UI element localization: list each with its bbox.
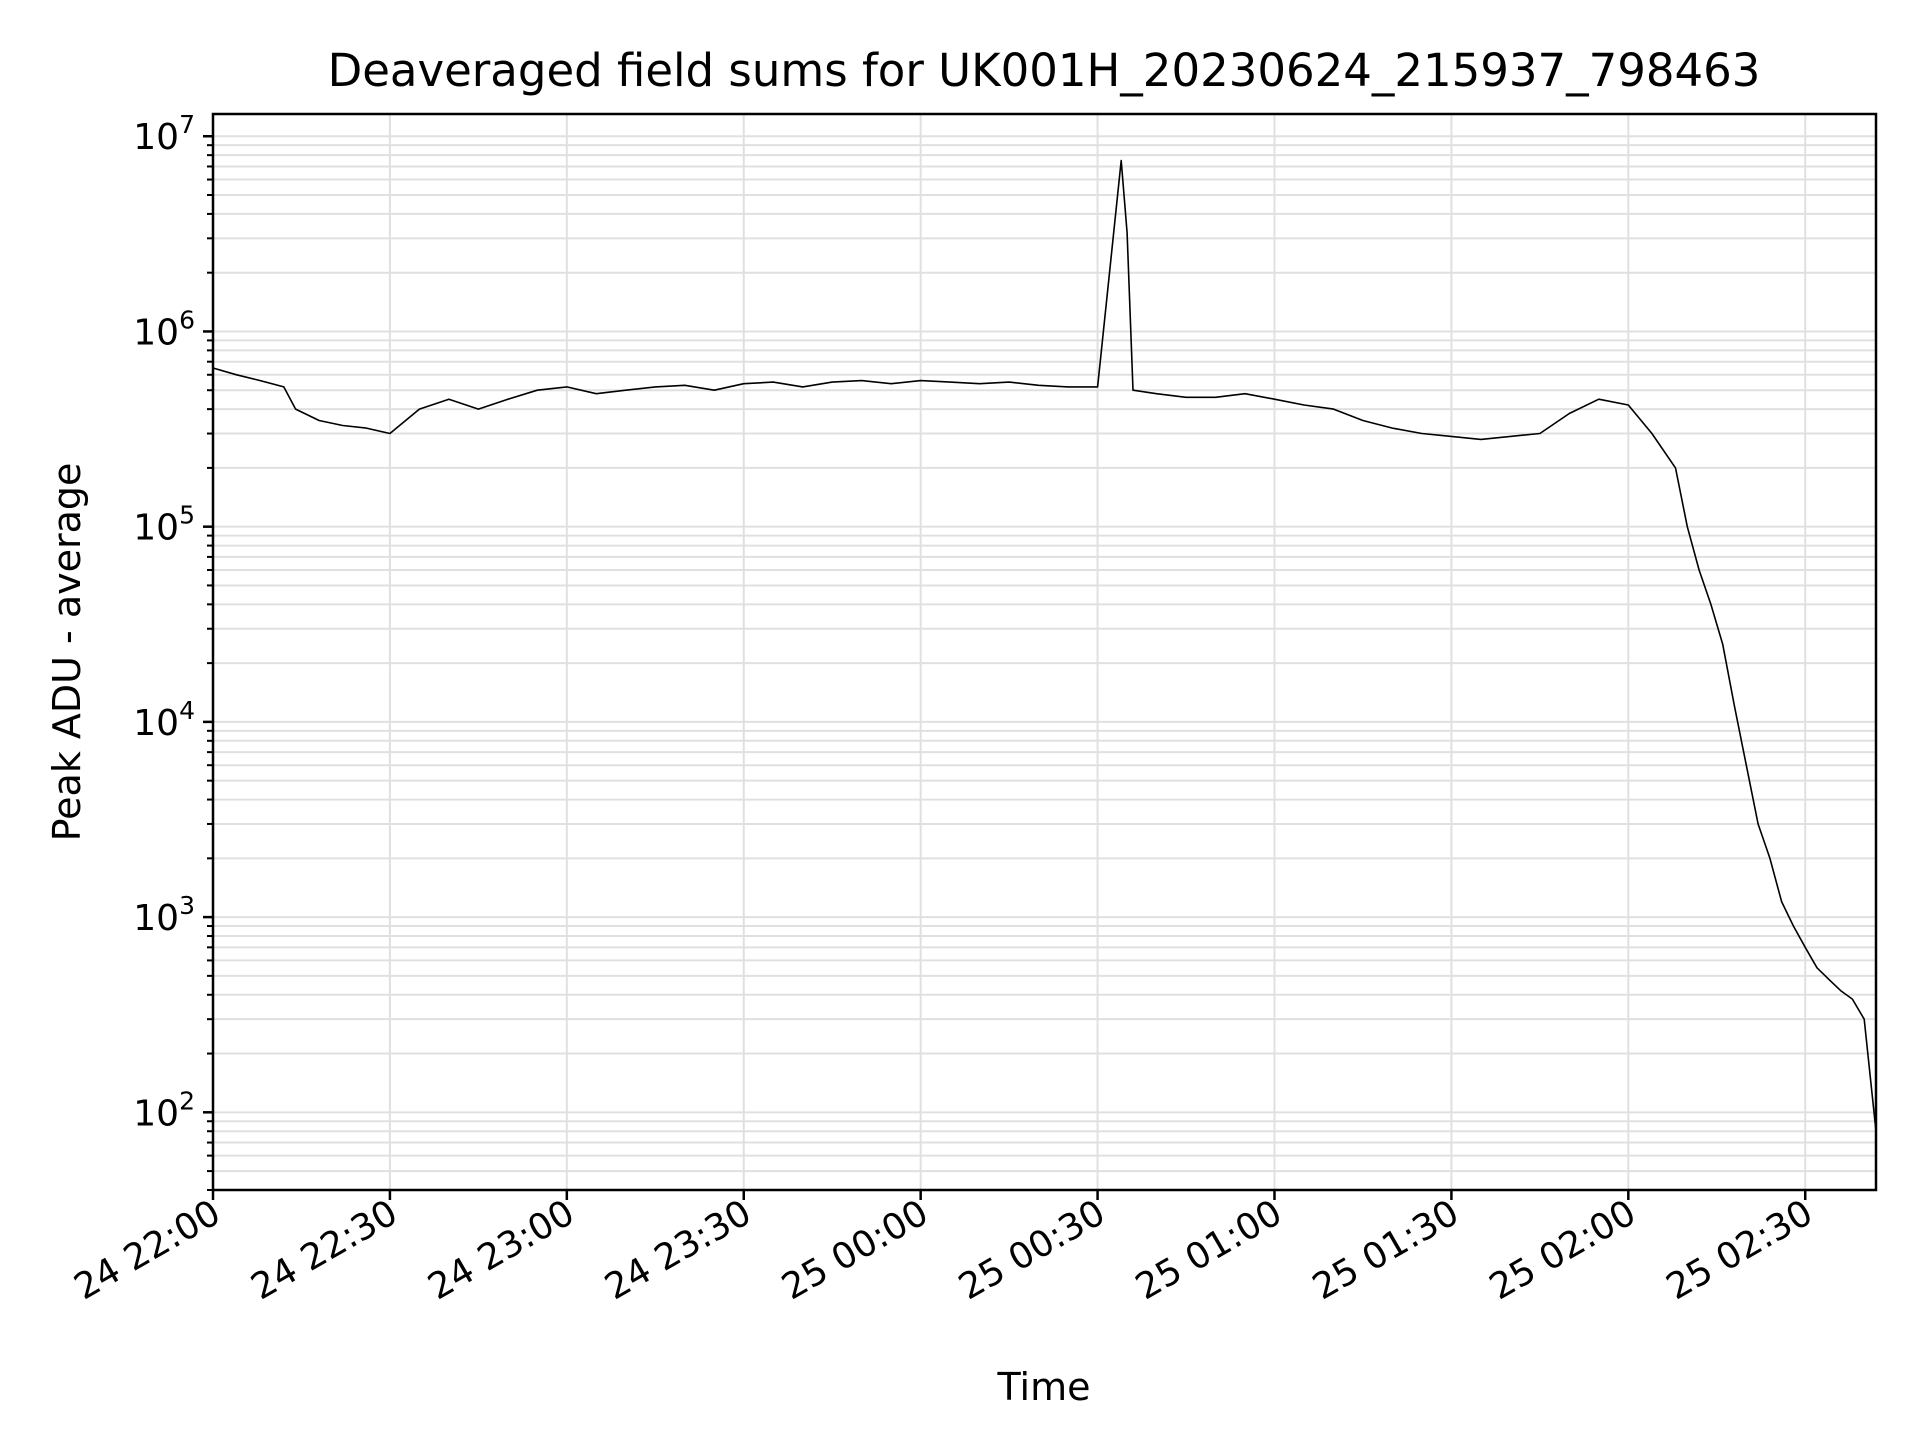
y-tick-label: 102 xyxy=(133,1086,195,1134)
y-tick-label: 104 xyxy=(133,696,195,744)
y-tick-label: 103 xyxy=(133,891,195,939)
y-tick-exponent: 7 xyxy=(179,110,195,139)
plot-frame xyxy=(211,112,1878,1192)
y-tick-base: 10 xyxy=(133,312,179,353)
y-tick-exponent: 6 xyxy=(179,305,195,334)
y-axis-label: Peak ADU - average xyxy=(45,463,89,842)
y-tick-base: 10 xyxy=(133,508,179,549)
y-tick-base: 10 xyxy=(133,898,179,939)
y-tick-label: 107 xyxy=(133,110,195,158)
series-layer xyxy=(212,159,1877,1132)
y-tick-exponent: 5 xyxy=(179,501,195,530)
y-tick-base: 10 xyxy=(133,1093,179,1134)
grid xyxy=(212,114,1876,1191)
chart-title: Deaveraged field sums for UK001H_2023062… xyxy=(328,44,1761,97)
y-tick-label: 106 xyxy=(133,305,195,353)
y-tick-label: 105 xyxy=(133,501,195,549)
y-tick-exponent: 3 xyxy=(179,891,195,920)
x-axis-label: Time xyxy=(997,1365,1091,1409)
y-tick-exponent: 2 xyxy=(179,1086,195,1115)
y-tick-base: 10 xyxy=(133,117,179,158)
y-tick-exponent: 4 xyxy=(179,696,195,725)
series-line xyxy=(212,159,1877,1132)
y-tick-base: 10 xyxy=(133,703,179,744)
